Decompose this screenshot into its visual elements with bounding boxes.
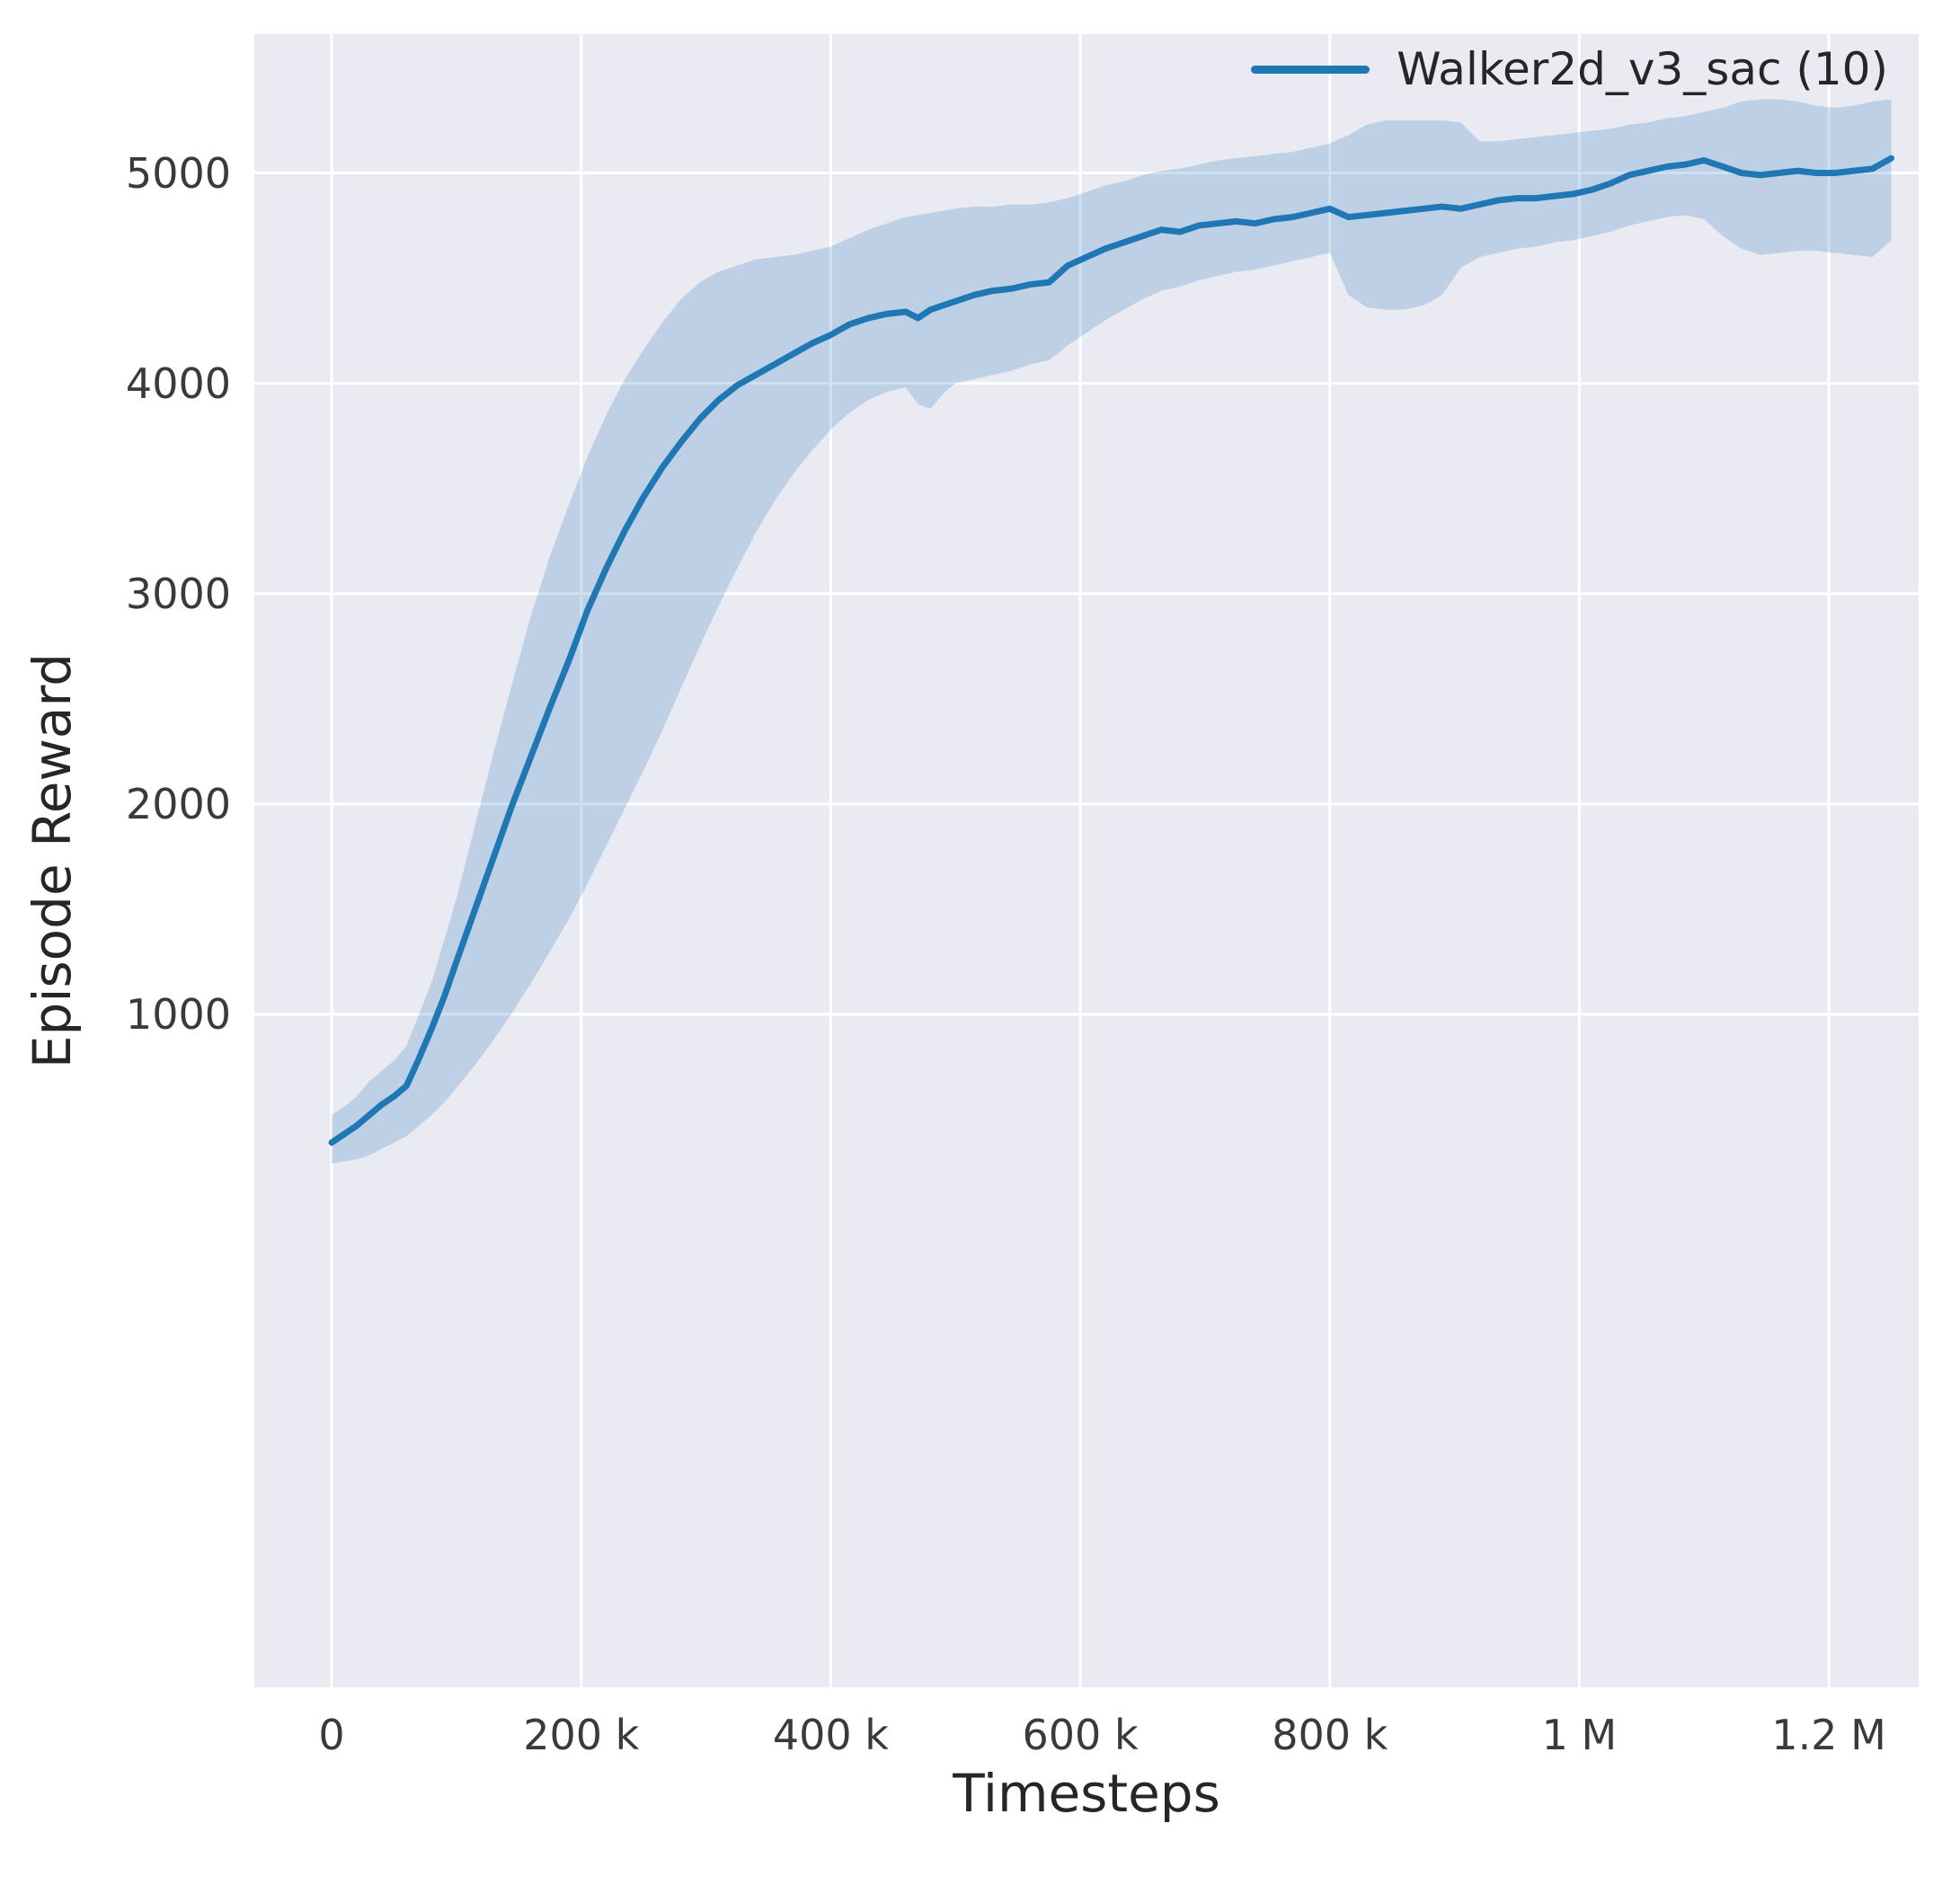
y-tick-label: 5000 (125, 148, 231, 198)
y-tick-label: 1000 (125, 989, 231, 1039)
x-axis-label: Timesteps (953, 1763, 1220, 1824)
x-tick-label: 1.2 M (1771, 1711, 1886, 1759)
x-tick-label: 600 k (1022, 1711, 1139, 1759)
legend-line-swatch (1251, 65, 1370, 74)
x-tick-label: 400 k (772, 1711, 889, 1759)
mean-line (328, 155, 1894, 1146)
y-tick-label: 2000 (125, 779, 231, 828)
axes-background (254, 34, 1919, 1687)
confidence-band (332, 99, 1892, 1164)
legend-label: Walker2d_v3_sac (10) (1397, 43, 1888, 95)
y-tick-label: 4000 (125, 358, 231, 408)
x-tick-label: 200 k (523, 1711, 640, 1759)
plot-area (254, 34, 1919, 1687)
legend: Walker2d_v3_sac (10) (1251, 43, 1888, 95)
y-axis-label: Episode Reward (22, 652, 83, 1069)
x-tick-label: 1 M (1541, 1711, 1618, 1759)
x-tick-label: 800 k (1272, 1711, 1388, 1759)
x-tick-label: 0 (318, 1711, 345, 1759)
y-tick-label: 3000 (125, 569, 231, 618)
